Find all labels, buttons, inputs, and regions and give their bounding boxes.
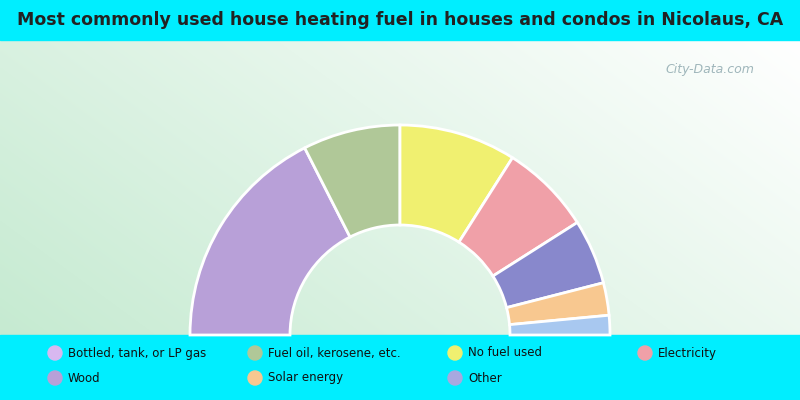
- Text: Solar energy: Solar energy: [268, 372, 343, 384]
- Text: Electricity: Electricity: [658, 346, 717, 360]
- Text: No fuel used: No fuel used: [468, 346, 542, 360]
- Wedge shape: [510, 315, 610, 335]
- Wedge shape: [400, 125, 513, 242]
- Circle shape: [248, 371, 262, 385]
- Circle shape: [248, 346, 262, 360]
- Circle shape: [48, 371, 62, 385]
- Circle shape: [638, 346, 652, 360]
- Wedge shape: [459, 158, 578, 276]
- Text: Bottled, tank, or LP gas: Bottled, tank, or LP gas: [68, 346, 206, 360]
- Bar: [0, 335, 800, 400]
- Wedge shape: [190, 148, 350, 335]
- Wedge shape: [305, 125, 400, 237]
- Text: City-Data.com: City-Data.com: [666, 64, 754, 76]
- Text: Most commonly used house heating fuel in houses and condos in Nicolaus, CA: Most commonly used house heating fuel in…: [17, 11, 783, 29]
- Text: Other: Other: [468, 372, 502, 384]
- Circle shape: [448, 346, 462, 360]
- Wedge shape: [506, 283, 609, 325]
- Circle shape: [448, 371, 462, 385]
- Text: Wood: Wood: [68, 372, 101, 384]
- Wedge shape: [493, 222, 603, 308]
- Circle shape: [48, 346, 62, 360]
- Bar: [0, 0, 800, 40]
- Text: Fuel oil, kerosene, etc.: Fuel oil, kerosene, etc.: [268, 346, 401, 360]
